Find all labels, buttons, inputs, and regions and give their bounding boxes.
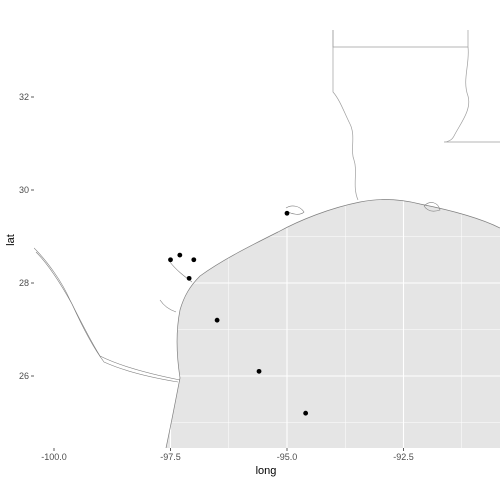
x-tick-label: -97.5 [160, 452, 181, 462]
mississippi-river-border [443, 46, 500, 143]
la-ar-border [332, 30, 469, 48]
data-points [168, 210, 309, 416]
vermilion-bay-line [423, 202, 441, 212]
y-tick-label: 26 [19, 371, 29, 381]
y-axis: 26 28 30 32 [19, 92, 34, 381]
x-axis-title: long [256, 465, 277, 477]
data-point [284, 210, 290, 216]
gulf-water [166, 199, 500, 448]
mexico-coast-line [34, 247, 181, 381]
y-axis-title: lat [5, 234, 17, 246]
data-point [191, 257, 197, 263]
y-tick-label: 30 [19, 185, 29, 195]
data-point [303, 410, 309, 416]
data-point [186, 275, 192, 281]
data-point [168, 257, 173, 263]
gulf-coastline [165, 199, 500, 448]
galveston-bay-line [285, 205, 305, 215]
tx-la-border [332, 30, 359, 201]
map-layers [34, 4, 500, 448]
data-point [214, 317, 220, 323]
y-tick-label: 28 [19, 278, 29, 288]
barrier-island-line [159, 299, 177, 313]
x-tick-label: -100.0 [41, 452, 67, 462]
x-tick-label: -92.5 [393, 452, 414, 462]
rio-grande-line [35, 251, 179, 383]
data-point [177, 252, 183, 258]
x-axis: -100.0 -97.5 -95.0 -92.5 [41, 448, 414, 462]
x-tick-label: -95.0 [277, 452, 298, 462]
data-point [256, 368, 262, 374]
y-tick-label: 32 [19, 92, 29, 102]
map-panel [34, 4, 500, 448]
